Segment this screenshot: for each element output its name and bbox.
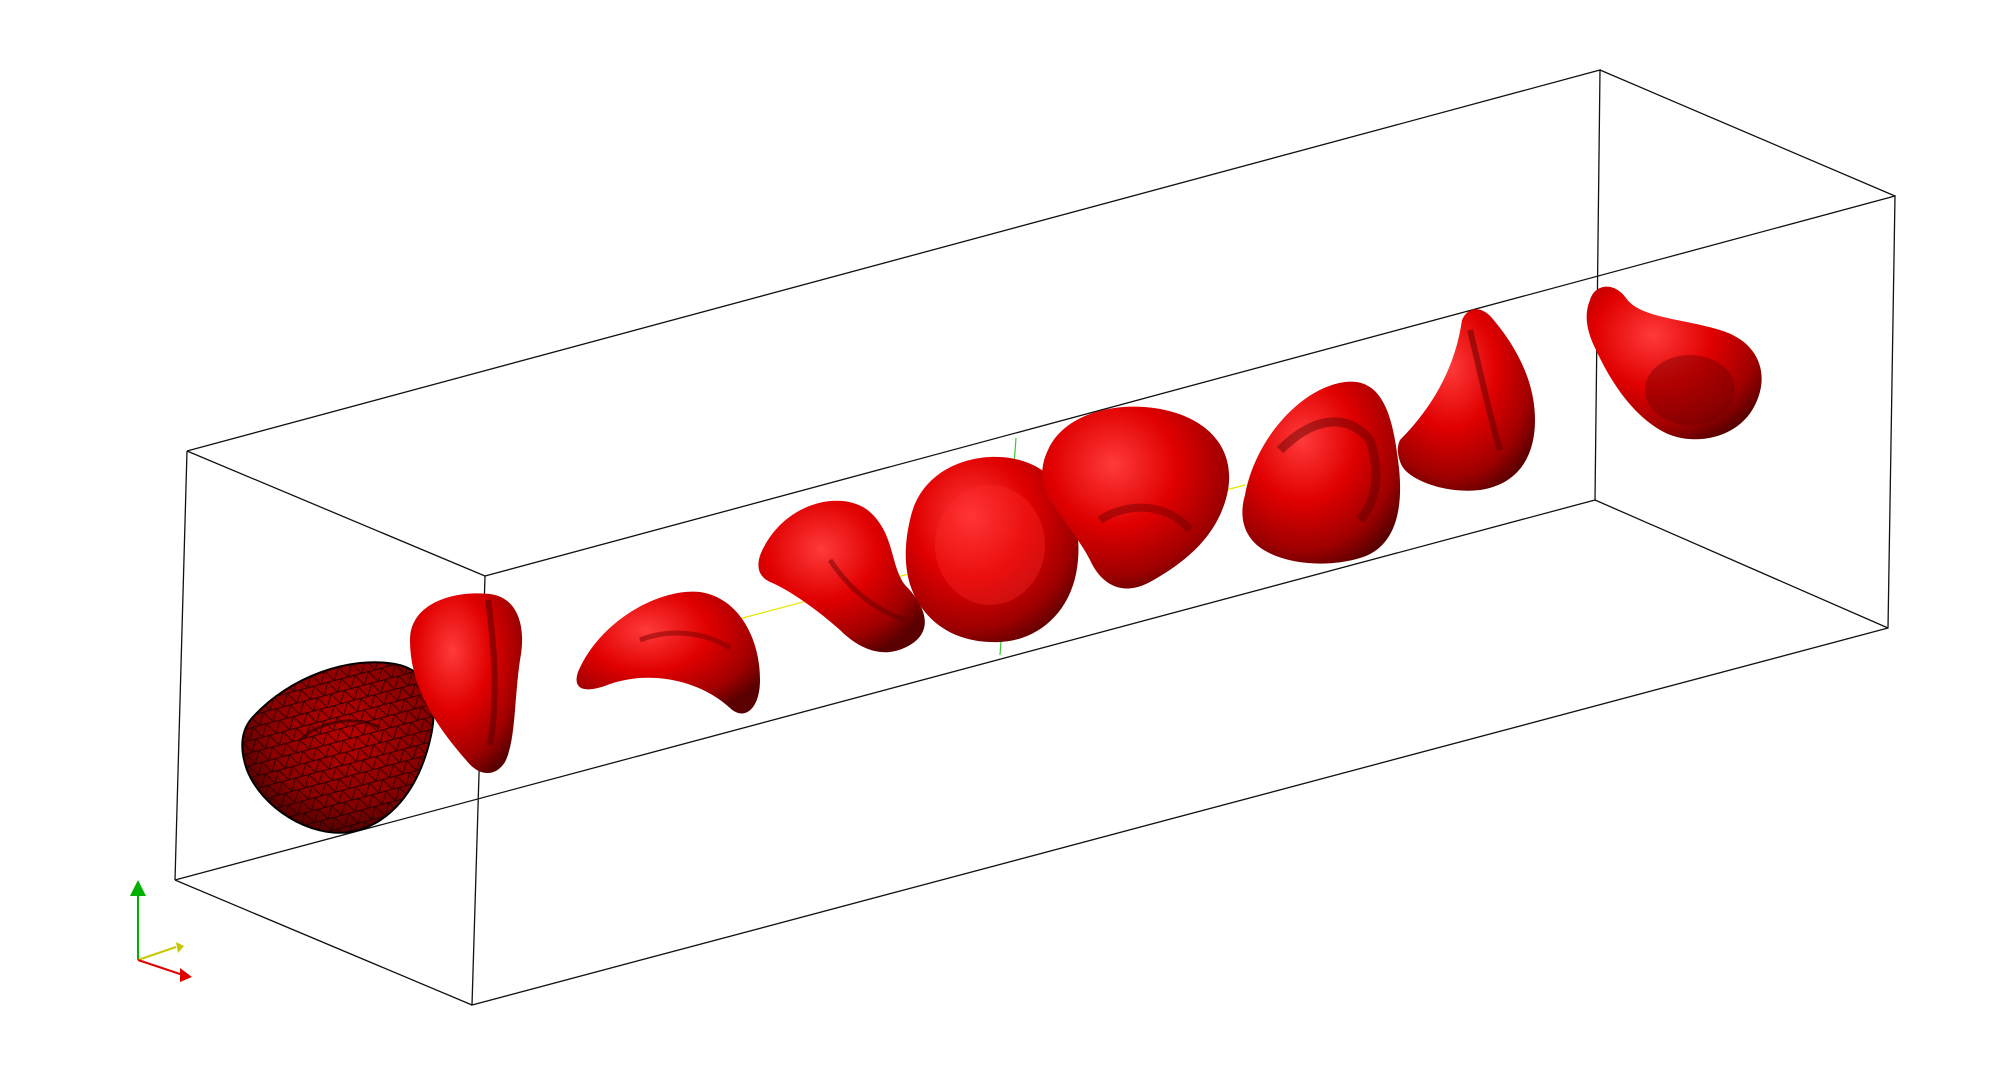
box-edge-bottom-right xyxy=(1594,499,1889,629)
box-back-left-edge xyxy=(174,450,188,881)
axis-x-line xyxy=(137,959,184,976)
cell-8[interactable] xyxy=(1397,309,1535,491)
cell-3[interactable] xyxy=(576,591,760,714)
cell-1-meshed[interactable] xyxy=(241,661,435,834)
box-back-edges xyxy=(174,69,1601,881)
cell-9[interactable] xyxy=(1586,286,1762,440)
axis-z-arrow-icon xyxy=(176,942,184,953)
cell-6[interactable] xyxy=(1042,406,1230,589)
bounding-box xyxy=(174,69,1896,1006)
cell-4[interactable] xyxy=(758,500,925,653)
box-edge-bottom-left xyxy=(174,879,473,1006)
cell-7[interactable] xyxy=(1242,381,1401,564)
cell-5[interactable] xyxy=(905,456,1079,643)
axis-z-line xyxy=(137,946,177,961)
box-edge-top-left xyxy=(186,450,486,577)
cells xyxy=(241,286,1762,834)
axis-x-arrow-icon xyxy=(180,968,192,982)
axis-y-arrow-icon xyxy=(130,880,146,896)
cell-2[interactable] xyxy=(410,593,523,774)
orientation-axes-widget xyxy=(130,880,192,982)
box-edge-top-right xyxy=(1599,69,1896,197)
